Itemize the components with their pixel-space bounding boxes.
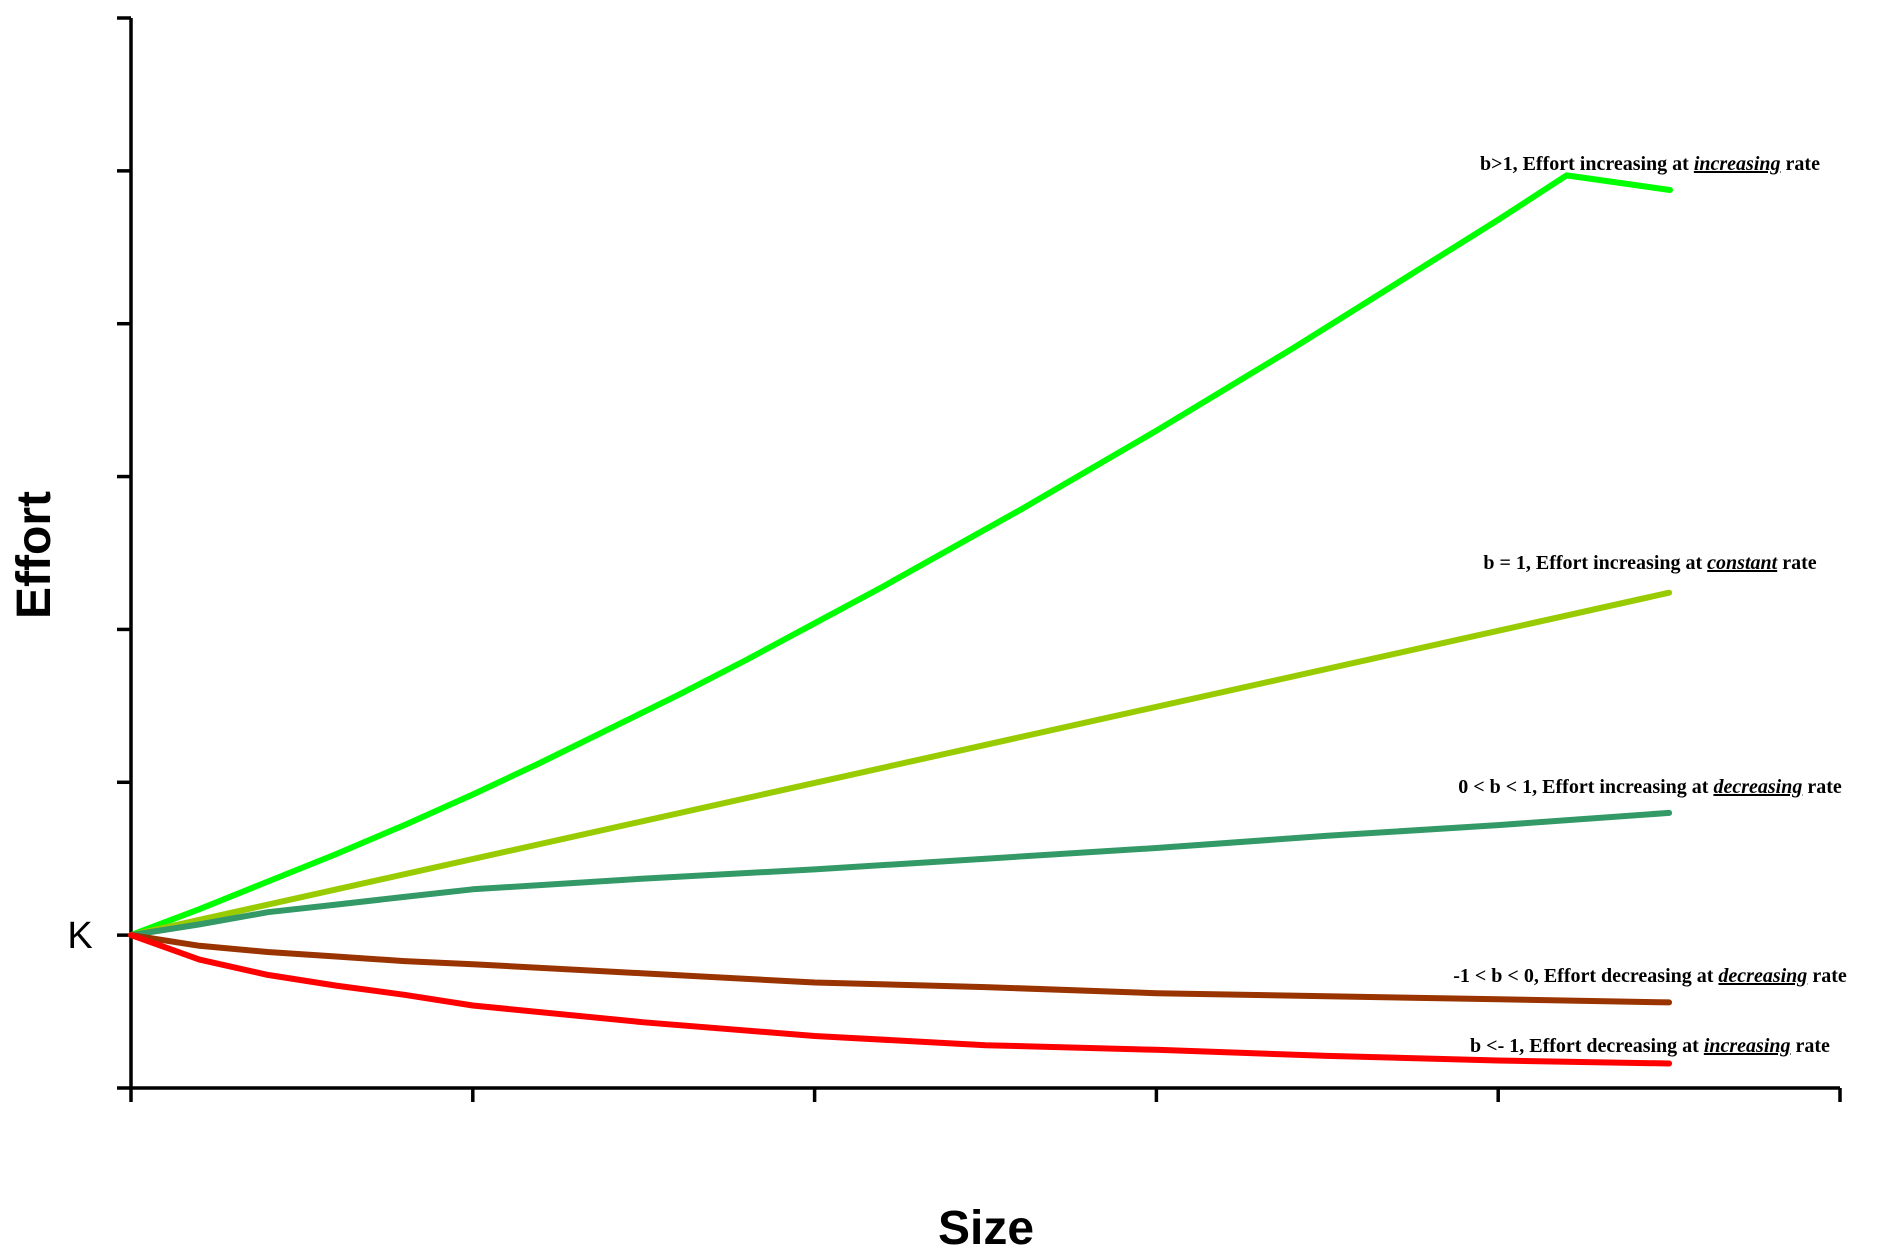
series-annotation-4-suffix: rate xyxy=(1791,1035,1831,1057)
series-line-2 xyxy=(128,809,1673,939)
series-annotation-4: b <- 1, Effort decreasing at increasing … xyxy=(1470,1035,1830,1057)
series-annotation-3-prefix: -1 < b < 0, Effort decreasing at xyxy=(1453,965,1718,987)
series-annotation-2-prefix: 0 < b < 1, Effort increasing at xyxy=(1458,776,1713,798)
series-annotation-4-prefix: b <- 1, Effort decreasing at xyxy=(1470,1035,1704,1057)
series-line-1 xyxy=(128,589,1673,939)
series-annotation-1-suffix: rate xyxy=(1777,552,1817,574)
series-annotation-2-emphasis: decreasing xyxy=(1713,776,1802,798)
series-annotation-4-emphasis: increasing xyxy=(1704,1035,1791,1057)
series-annotation-1-prefix: b = 1, Effort increasing at xyxy=(1483,552,1707,574)
x-axis-title: Size xyxy=(938,1202,1034,1252)
series-annotation-1: b = 1, Effort increasing at constant rat… xyxy=(1483,552,1816,574)
series-lines xyxy=(128,172,1673,1067)
series-annotations: b>1, Effort increasing at increasing rat… xyxy=(1453,153,1847,1057)
series-annotation-3: -1 < b < 0, Effort decreasing at decreas… xyxy=(1453,965,1847,987)
series-annotation-2: 0 < b < 1, Effort increasing at decreasi… xyxy=(1458,776,1842,798)
y-axis-title: Effort xyxy=(8,491,61,619)
series-annotation-3-suffix: rate xyxy=(1807,965,1847,987)
series-annotation-0-suffix: rate xyxy=(1781,153,1821,175)
series-line-3 xyxy=(128,932,1673,1006)
series-line-4 xyxy=(128,932,1673,1067)
y-origin-label: K xyxy=(67,915,92,957)
series-annotation-0-prefix: b>1, Effort increasing at xyxy=(1480,153,1694,175)
series-annotation-2-suffix: rate xyxy=(1802,776,1842,798)
series-line-0 xyxy=(128,172,1673,939)
series-annotation-0-emphasis: increasing xyxy=(1694,153,1781,175)
series-annotation-1-emphasis: constant xyxy=(1707,552,1778,574)
series-annotation-3-emphasis: decreasing xyxy=(1718,965,1807,987)
tick-marks xyxy=(117,16,1842,1102)
series-annotation-0: b>1, Effort increasing at increasing rat… xyxy=(1480,153,1820,175)
axes xyxy=(129,18,1840,1090)
